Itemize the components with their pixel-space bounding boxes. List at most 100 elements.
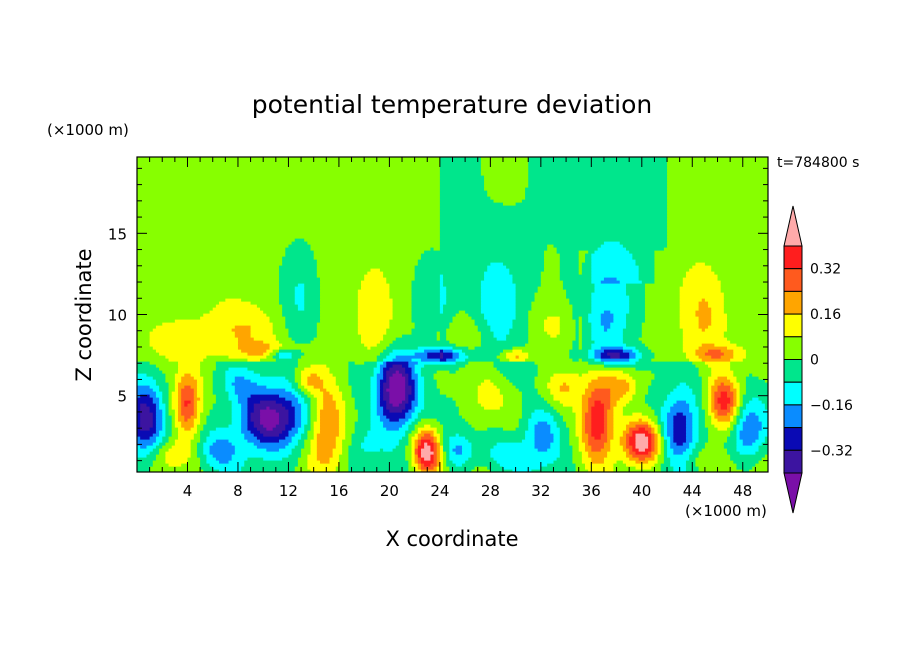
heatmap-cell (443, 457, 447, 461)
heatmap-cell (383, 421, 406, 425)
heatmap-cell (745, 415, 760, 419)
heatmap-cell (761, 424, 768, 428)
heatmap-cell (433, 442, 438, 446)
heatmap-cell (329, 460, 340, 464)
heatmap-cell (471, 316, 485, 320)
heatmap-cell (376, 403, 381, 407)
heatmap-cell (670, 463, 687, 467)
heatmap-cell (307, 430, 315, 434)
heatmap-cell (319, 424, 340, 428)
heatmap-cell (654, 277, 684, 281)
heatmap-cell (414, 397, 419, 401)
heatmap-cell (137, 304, 217, 308)
heatmap-cell (137, 376, 154, 380)
heatmap-cell (137, 184, 441, 188)
heatmap-cell (439, 331, 447, 335)
heatmap-cell (578, 268, 583, 272)
heatmap-cell (663, 442, 668, 446)
heatmap-cell (439, 217, 668, 221)
heatmap-cell (676, 442, 684, 446)
heatmap-cell (534, 379, 551, 383)
heatmap-cell (490, 328, 510, 332)
heatmap-cell (152, 433, 160, 437)
heatmap-cell (654, 259, 768, 263)
heatmap-cell (417, 445, 425, 449)
heatmap-cell (137, 256, 283, 260)
heatmap-cell (629, 388, 637, 392)
heatmap-cell (708, 385, 712, 389)
heatmap-cell (742, 400, 750, 404)
heatmap-cell (424, 442, 428, 446)
heatmap-cell (137, 322, 163, 326)
heatmap-cell (698, 469, 744, 472)
heatmap-cell (667, 412, 678, 416)
heatmap-cell (181, 409, 195, 413)
heatmap-cell (231, 418, 242, 422)
heatmap-cell (726, 391, 734, 395)
heatmap-cell (698, 301, 709, 305)
heatmap-cell (301, 454, 308, 458)
heatmap-cell (436, 445, 441, 449)
heatmap-cell (231, 400, 239, 404)
heatmap-cell (225, 385, 236, 389)
heatmap-cell (654, 268, 690, 272)
heatmap-cell (490, 454, 561, 458)
heatmap-cell (667, 232, 768, 236)
heatmap-cell (417, 427, 438, 431)
heatmap-cell (301, 373, 312, 377)
heatmap-cell (452, 397, 479, 401)
heatmap-cell (616, 403, 627, 407)
heatmap-cell (203, 427, 217, 431)
heatmap-cell (698, 304, 709, 308)
heatmap-cell (594, 358, 602, 362)
heatmap-cell (301, 379, 308, 383)
heatmap-cell (597, 247, 627, 251)
heatmap-cell (190, 373, 201, 377)
heatmap-cell (452, 346, 469, 350)
heatmap-cell (165, 379, 176, 383)
heatmap-cell (629, 358, 640, 362)
heatmap-cell (528, 310, 573, 314)
heatmap-cell (528, 421, 539, 425)
heatmap-cell (629, 295, 646, 299)
heatmap-cell (181, 421, 195, 425)
heatmap-cell (291, 436, 302, 440)
heatmap-cell (566, 292, 592, 296)
heatmap-cell (449, 469, 473, 472)
heatmap-cell (455, 343, 482, 347)
heatmap-cell (140, 427, 151, 431)
heatmap-cell (591, 445, 605, 449)
heatmap-cell (301, 451, 312, 455)
heatmap-cell (461, 445, 473, 449)
heatmap-cell (326, 364, 349, 368)
heatmap-cell (411, 385, 416, 389)
heatmap-cell (294, 412, 302, 416)
heatmap-cell (559, 454, 573, 458)
heatmap-cell (417, 394, 425, 398)
heatmap-cell (231, 406, 242, 410)
heatmap-cell (742, 439, 756, 443)
heatmap-cell (439, 208, 668, 212)
heatmap-cell (733, 349, 747, 353)
heatmap-cell (714, 400, 719, 404)
heatmap-cell (168, 382, 176, 386)
heatmap-cell (272, 331, 290, 335)
heatmap-cell (386, 346, 419, 350)
heatmap-cell (357, 301, 394, 305)
heatmap-cell (654, 280, 684, 284)
heatmap-cell (594, 355, 602, 359)
heatmap-cell (376, 409, 384, 413)
heatmap-cell (660, 406, 671, 410)
heatmap-cell (376, 382, 381, 386)
heatmap-cell (370, 400, 378, 404)
heatmap-cell (206, 439, 217, 443)
heatmap-cell (234, 448, 267, 452)
heatmap-cell (581, 325, 592, 329)
heatmap-cell (515, 298, 536, 302)
heatmap-cell (282, 262, 318, 266)
heatmap-cell (250, 328, 274, 332)
heatmap-cell (420, 373, 435, 377)
heatmap-cell (304, 427, 312, 431)
heatmap-cell (673, 427, 687, 431)
heatmap-cell (660, 439, 665, 443)
